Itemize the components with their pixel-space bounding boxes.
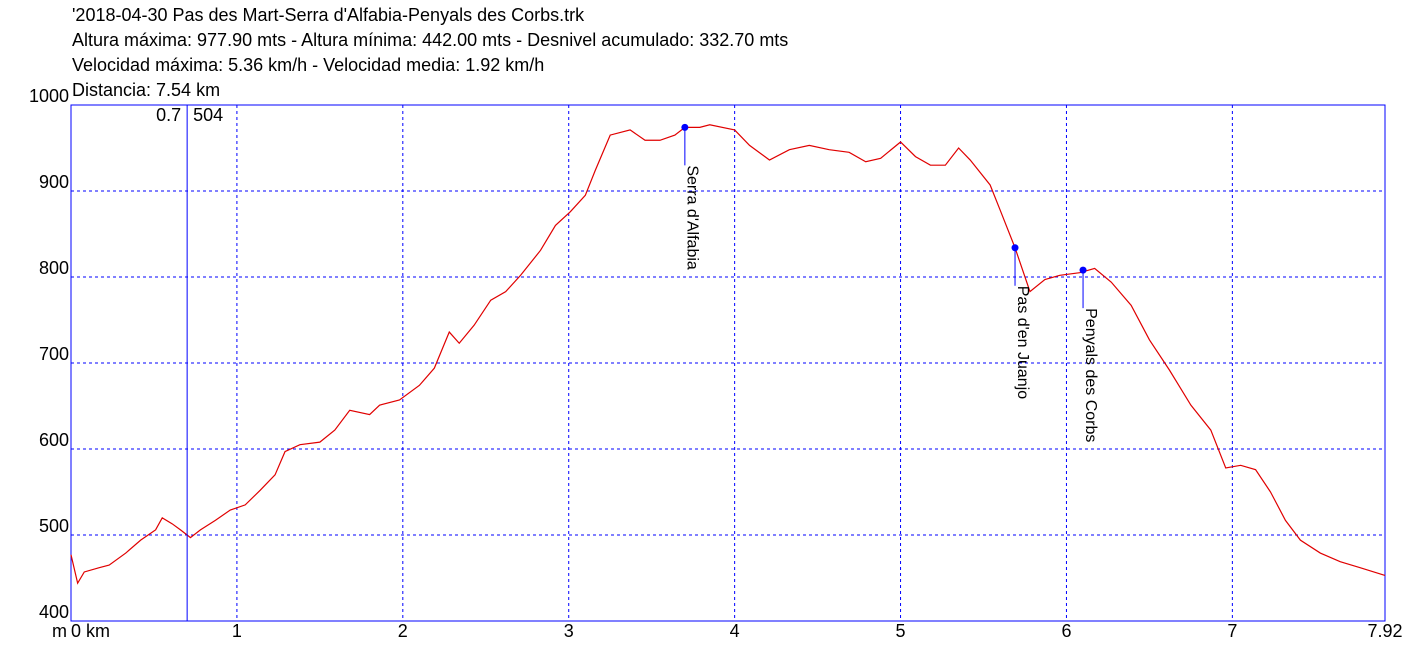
- stats-line: Velocidad máxima: 5.36 km/h - Velocidad …: [72, 55, 544, 75]
- waypoint-label: Penyals des Corbs: [1082, 308, 1099, 442]
- y-tick-label: 1000: [29, 86, 69, 106]
- y-tick-label: 900: [39, 172, 69, 192]
- y-unit: m: [52, 621, 67, 641]
- cursor-value-label: 504: [193, 105, 223, 125]
- x-tick-label: 2: [398, 621, 408, 641]
- stats-line: Altura máxima: 977.90 mts - Altura mínim…: [72, 30, 788, 50]
- x-tick-label: 7: [1227, 621, 1237, 641]
- waypoint: [681, 123, 689, 131]
- elevation-line: [70, 124, 1386, 585]
- y-tick-label: 400: [39, 602, 69, 622]
- x-tick-label: 3: [564, 621, 574, 641]
- x-tick-label: 4: [730, 621, 740, 641]
- y-tick-label: 700: [39, 344, 69, 364]
- stats-line: Distancia: 7.54 km: [72, 80, 220, 100]
- x-tick-label: 1: [232, 621, 242, 641]
- y-tick-label: 600: [39, 430, 69, 450]
- x-tick-label: 7.92: [1367, 621, 1402, 641]
- waypoint-label: Serra d'Alfabia: [684, 165, 701, 270]
- waypoint-label: Pas d'en Juanjo: [1014, 286, 1031, 399]
- waypoint: [1079, 266, 1087, 274]
- waypoint: [1011, 244, 1019, 252]
- y-tick-label: 800: [39, 258, 69, 278]
- x-tick-label: 6: [1061, 621, 1071, 641]
- cursor-x-label: 0.7: [156, 105, 181, 125]
- plot-border: [70, 104, 1386, 622]
- chart-title: '2018-04-30 Pas des Mart-Serra d'Alfabia…: [72, 5, 585, 25]
- x-tick-label: 5: [896, 621, 906, 641]
- x-tick-label: 0 km: [71, 621, 110, 641]
- y-tick-label: 500: [39, 516, 69, 536]
